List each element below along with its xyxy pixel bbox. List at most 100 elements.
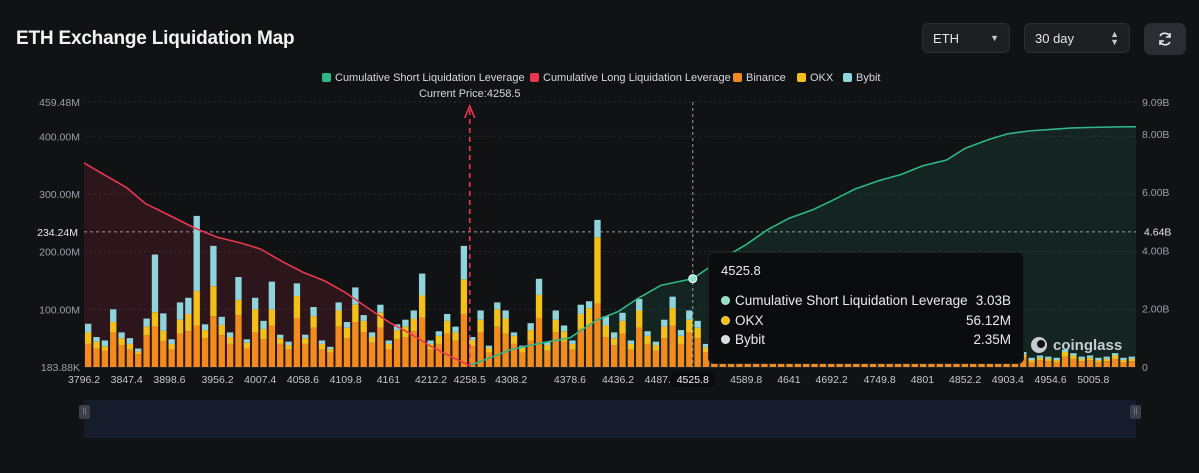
bar-okx xyxy=(544,345,551,351)
bar-binance xyxy=(986,361,994,367)
bar-okx xyxy=(677,335,685,344)
bar-okx xyxy=(669,308,676,326)
bar-okx xyxy=(535,294,543,318)
y-left-tick-label: 300.00M xyxy=(39,189,80,201)
bar-okx xyxy=(418,295,426,318)
bar-okx xyxy=(160,330,167,342)
bar-binance xyxy=(569,349,576,367)
tooltip-title: 4525.8 xyxy=(721,263,761,278)
bar-binance xyxy=(160,341,167,367)
bar-okx xyxy=(619,320,626,334)
bar-bybit xyxy=(652,341,660,346)
bar-binance xyxy=(302,343,309,367)
bar-binance xyxy=(602,337,609,367)
legend-label: Cumulative Short Liquidation Leverage xyxy=(335,72,525,84)
bar-binance xyxy=(577,328,584,367)
bar-bybit xyxy=(343,322,351,328)
bar-bybit xyxy=(410,310,417,319)
bar-okx xyxy=(393,330,401,340)
bar-okx xyxy=(652,345,660,351)
zoom-slider-track[interactable] xyxy=(84,400,1136,438)
coin-select[interactable]: ETH ▼ xyxy=(922,23,1010,53)
bar-bybit xyxy=(327,346,334,350)
bar-okx xyxy=(243,342,250,349)
bar-okx xyxy=(85,332,92,344)
bar-okx xyxy=(627,343,635,350)
bar-binance xyxy=(335,326,342,367)
bar-bybit xyxy=(552,310,559,320)
bar-bybit xyxy=(368,332,376,338)
bar-binance xyxy=(402,337,409,367)
bar-binance xyxy=(1078,361,1085,367)
period-select[interactable]: 30 day ▲ ▼ xyxy=(1024,23,1130,53)
bar-bybit xyxy=(1120,357,1127,361)
bar-okx xyxy=(694,327,701,339)
bar-bybit xyxy=(452,326,459,333)
bar-bybit xyxy=(218,316,225,325)
zoom-slider-left-handle[interactable]: || xyxy=(79,405,90,419)
bar-okx xyxy=(218,324,225,336)
x-tick-label: 4007.4 xyxy=(244,374,276,386)
bar-bybit xyxy=(594,219,601,238)
bar-binance xyxy=(218,335,225,367)
bar-bybit xyxy=(226,332,234,338)
bar-binance xyxy=(193,325,200,367)
x-tick-label: 4852.2 xyxy=(949,374,981,386)
legend-swatch xyxy=(797,73,806,82)
period-select-value: 30 day xyxy=(1035,30,1075,46)
x-tick-label: 3898.6 xyxy=(153,374,185,386)
bar-binance xyxy=(185,331,192,367)
bar-binance xyxy=(527,340,534,367)
zoom-slider-right-handle[interactable]: || xyxy=(1130,405,1141,419)
bar-binance xyxy=(285,349,292,367)
bar-binance xyxy=(93,348,100,367)
bar-binance xyxy=(135,354,142,367)
bar-binance xyxy=(327,352,334,367)
bar-binance xyxy=(1028,362,1035,367)
legend-label: Cumulative Long Liquidation Leverage xyxy=(543,72,731,84)
bar-bybit xyxy=(135,348,142,352)
bar-okx xyxy=(1028,360,1035,363)
x-tick-label: 4589.8 xyxy=(730,374,762,386)
bar-binance xyxy=(494,326,501,367)
bar-binance xyxy=(1120,362,1127,367)
x-crosshair-box xyxy=(670,371,715,387)
y-left-tick-label: 400.00M xyxy=(39,131,80,143)
x-tick-label: 4525.8 xyxy=(677,374,709,386)
bar-binance xyxy=(85,343,92,367)
x-tick-label: 4212.2 xyxy=(415,374,447,386)
bar-bybit xyxy=(611,332,618,339)
bar-binance xyxy=(469,346,476,367)
bar-okx xyxy=(268,309,276,326)
bar-bybit xyxy=(477,310,484,320)
bar-bybit xyxy=(110,309,117,323)
bar-okx xyxy=(293,296,301,318)
bar-okx xyxy=(702,347,710,353)
crosshair-left-box xyxy=(26,223,80,240)
x-tick-label: 4258.5 xyxy=(454,374,486,386)
bar-okx xyxy=(151,312,159,327)
x-tick-label: 4378.6 xyxy=(554,374,586,386)
x-tick-label: 4954.6 xyxy=(1034,374,1066,386)
refresh-button[interactable] xyxy=(1144,23,1186,55)
bar-okx xyxy=(510,335,518,344)
bar-binance xyxy=(1053,362,1060,367)
bar-binance xyxy=(961,361,969,367)
bar-okx xyxy=(519,347,526,353)
bar-okx xyxy=(452,332,459,341)
bar-bybit xyxy=(1061,349,1069,353)
bar-binance xyxy=(611,345,618,367)
bar-okx xyxy=(1120,360,1127,363)
chevron-down-icon: ▼ xyxy=(990,33,999,43)
bar-bybit xyxy=(243,339,250,343)
bar-bybit xyxy=(577,304,584,314)
bar-bybit xyxy=(502,310,509,319)
bar-binance xyxy=(310,327,317,367)
x-tick-label: 4436.2 xyxy=(602,374,634,386)
bar-okx xyxy=(201,330,209,339)
legend-swatch xyxy=(530,73,539,82)
tooltip-label: OKX xyxy=(735,312,764,328)
bar-bybit xyxy=(619,312,626,321)
bar-binance xyxy=(552,332,559,367)
bar-binance xyxy=(652,350,660,367)
